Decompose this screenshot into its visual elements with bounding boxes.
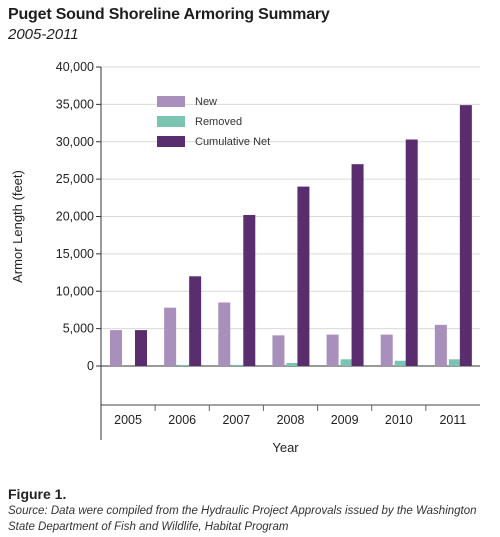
y-tick-label: 0 [87, 359, 94, 373]
chart-title: Puget Sound Shoreline Armoring Summary [8, 6, 330, 23]
bar-cumulative-net [459, 105, 472, 366]
source-note: Source: Data were compiled from the Hydr… [8, 505, 477, 533]
y-tick-label: 10,000 [56, 284, 94, 298]
y-tick-label: 5,000 [63, 322, 94, 336]
bar-cumulative-net [351, 164, 364, 366]
bar-new [326, 334, 339, 366]
legend-swatch [157, 96, 185, 107]
x-tick-label: 2011 [439, 413, 466, 427]
y-tick-label: 40,000 [56, 60, 94, 74]
bar-cumulative-net [297, 186, 310, 366]
x-tick-label: 2008 [277, 413, 305, 427]
x-tick-label: 2006 [168, 413, 196, 427]
bar-cumulative-net [405, 139, 418, 366]
legend-swatch [157, 116, 185, 127]
bar-new [434, 324, 447, 366]
chart-subtitle: 2005-2011 [8, 26, 79, 43]
x-axis-title: Year [272, 440, 299, 455]
bar-removed [394, 360, 407, 366]
bar-new [218, 302, 231, 366]
bar-cumulative-net [243, 215, 256, 366]
x-tick-label: 2005 [114, 413, 142, 427]
bar-removed [340, 359, 353, 366]
bar-chart: 0 5,000 10,000 15,000 20,000 25,000 30,000 35,0… [10, 60, 480, 455]
legend-label: Removed [195, 116, 242, 128]
bar-new [110, 330, 122, 366]
bar-new [380, 334, 393, 366]
legend-label: Cumulative Net [195, 136, 270, 148]
bar-removed [232, 364, 245, 366]
bar-cumulative-net [135, 330, 147, 366]
legend-label: New [195, 96, 217, 108]
y-axis-title: Armor Length (feet) [10, 170, 25, 283]
bar-new [272, 335, 285, 366]
y-tick-label: 15,000 [56, 247, 94, 261]
legend-swatch [157, 136, 185, 147]
bar-removed [286, 363, 299, 366]
bar-cumulative-net [189, 276, 202, 366]
bar-new [164, 307, 177, 366]
figure-label: Figure 1. [8, 486, 67, 502]
y-tick-label: 35,000 [56, 97, 94, 111]
x-tick-label: 2007 [222, 413, 250, 427]
y-tick-label: 20,000 [56, 210, 94, 224]
bar-removed [448, 359, 461, 366]
bar-removed [178, 364, 191, 366]
x-tick-label: 2009 [331, 413, 359, 427]
y-tick-label: 30,000 [56, 135, 94, 149]
y-tick-label: 25,000 [56, 172, 94, 186]
x-tick-label: 2010 [385, 413, 413, 427]
